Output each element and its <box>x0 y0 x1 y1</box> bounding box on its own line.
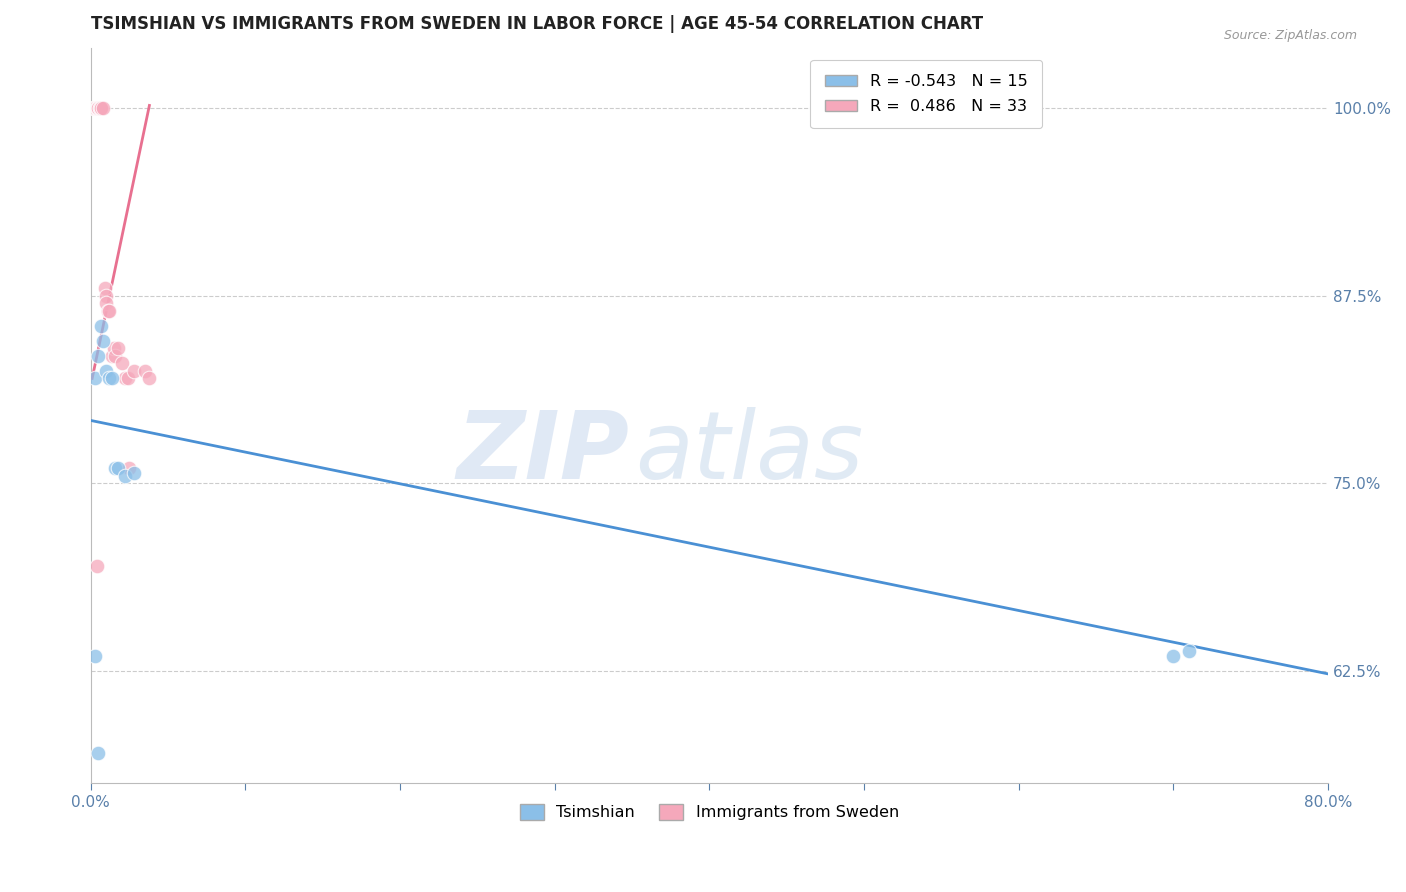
Text: Source: ZipAtlas.com: Source: ZipAtlas.com <box>1223 29 1357 43</box>
Point <box>94 296 117 310</box>
Point <box>1163 648 1185 663</box>
Point <box>90 102 112 116</box>
Point <box>103 342 125 356</box>
Point <box>1178 644 1201 658</box>
Point <box>114 371 136 385</box>
Point <box>134 364 156 378</box>
Point <box>87 102 110 116</box>
Point <box>107 342 129 356</box>
Point <box>94 364 117 378</box>
Point <box>87 747 110 761</box>
Point <box>94 289 117 303</box>
Point <box>110 356 132 370</box>
Point <box>117 371 139 385</box>
Point <box>83 102 105 116</box>
Point <box>84 102 107 116</box>
Point <box>122 364 145 378</box>
Text: atlas: atlas <box>636 407 863 498</box>
Point <box>104 349 127 363</box>
Text: ZIP: ZIP <box>456 407 628 499</box>
Point <box>90 318 112 333</box>
Point <box>98 304 121 318</box>
Point <box>83 102 105 116</box>
Point <box>114 469 136 483</box>
Point <box>118 461 141 475</box>
Point <box>98 371 121 385</box>
Legend: Tsimshian, Immigrants from Sweden: Tsimshian, Immigrants from Sweden <box>513 797 905 827</box>
Point <box>89 102 111 116</box>
Point <box>84 371 107 385</box>
Point <box>84 102 107 116</box>
Point <box>86 102 108 116</box>
Point <box>97 304 120 318</box>
Point <box>93 281 115 295</box>
Point <box>87 102 110 116</box>
Point <box>138 371 160 385</box>
Point <box>104 461 127 475</box>
Point <box>87 102 110 116</box>
Point <box>84 648 107 663</box>
Point <box>91 102 114 116</box>
Point <box>86 102 108 116</box>
Point <box>107 461 129 475</box>
Point <box>91 334 114 348</box>
Point <box>87 102 110 116</box>
Point <box>86 558 108 573</box>
Point <box>122 466 145 480</box>
Point <box>87 349 110 363</box>
Point <box>89 102 111 116</box>
Point <box>101 349 124 363</box>
Point <box>101 371 124 385</box>
Text: TSIMSHIAN VS IMMIGRANTS FROM SWEDEN IN LABOR FORCE | AGE 45-54 CORRELATION CHART: TSIMSHIAN VS IMMIGRANTS FROM SWEDEN IN L… <box>90 15 983 33</box>
Point <box>84 102 107 116</box>
Point <box>90 102 112 116</box>
